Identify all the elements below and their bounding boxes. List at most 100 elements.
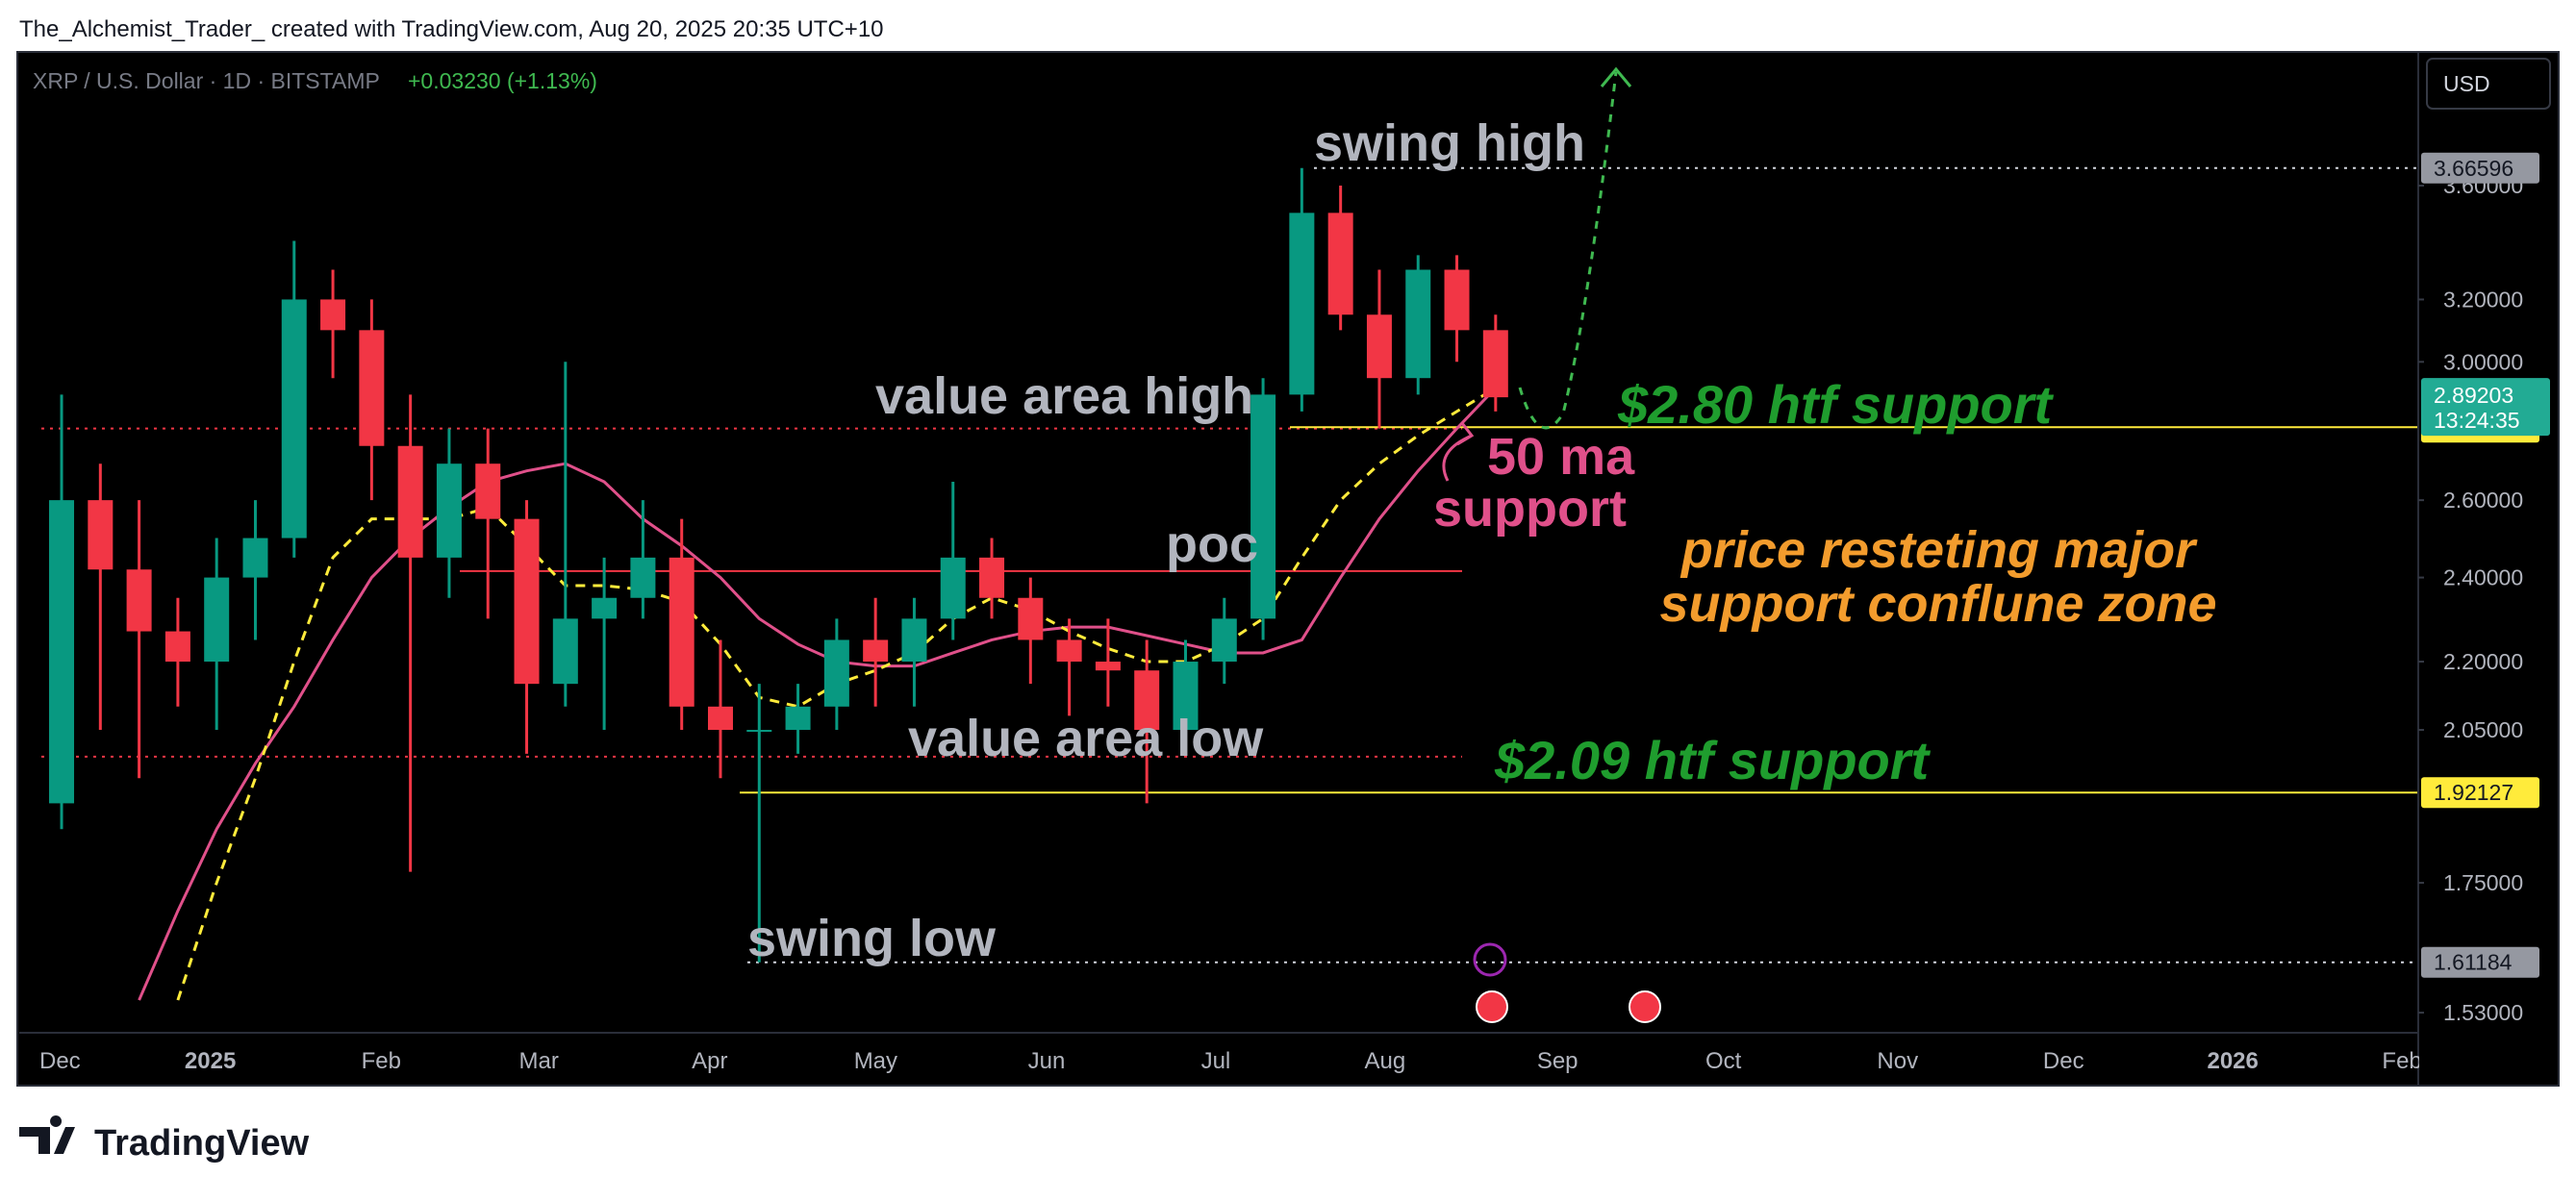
candle-body bbox=[1018, 597, 1044, 640]
event-flag[interactable] bbox=[1629, 990, 1661, 1023]
candle-body bbox=[901, 618, 927, 663]
last-price-tag bbox=[2421, 378, 2550, 437]
plot bbox=[41, 166, 2418, 1001]
level-label: $2.80 htf support bbox=[1617, 374, 2055, 435]
event-flag[interactable] bbox=[1476, 990, 1508, 1023]
candle-body bbox=[164, 631, 190, 663]
candle-body bbox=[785, 706, 811, 731]
price-change: +0.03230 (+1.13%) bbox=[408, 68, 597, 93]
candle-body bbox=[630, 557, 656, 598]
candle-body bbox=[1250, 394, 1276, 619]
price-tag-label: 1.92127 bbox=[2434, 780, 2513, 805]
x-tick-label: Jul bbox=[1201, 1048, 1231, 1074]
y-tick-label: 1.53000 bbox=[2443, 1000, 2523, 1025]
candle-body bbox=[475, 463, 501, 519]
arrow-head bbox=[1600, 66, 1632, 88]
candle-body bbox=[1327, 213, 1353, 315]
x-tick-label: 2025 bbox=[185, 1048, 236, 1074]
candle-body bbox=[1211, 618, 1237, 663]
candle-body bbox=[1134, 670, 1160, 731]
annotation: support conflune zone bbox=[1660, 575, 2217, 633]
x-tick-label: Feb bbox=[2382, 1048, 2421, 1074]
currency-button[interactable] bbox=[2426, 58, 2551, 110]
candle-body bbox=[552, 618, 578, 685]
candle-body bbox=[1095, 662, 1121, 671]
annotation: support bbox=[1433, 480, 1627, 538]
candle-body bbox=[1056, 639, 1082, 663]
y-tick-label: 2.40000 bbox=[2443, 565, 2523, 590]
currency[interactable]: USD bbox=[2443, 71, 2490, 96]
moving-average bbox=[138, 387, 1497, 1001]
level-label: value area low bbox=[908, 710, 1264, 767]
price-tag bbox=[2421, 152, 2539, 184]
x-tick-label: Jun bbox=[1028, 1048, 1066, 1074]
candle-body bbox=[126, 569, 152, 632]
level-label: poc bbox=[1166, 515, 1258, 573]
candle-body bbox=[320, 299, 346, 331]
event-icon[interactable] bbox=[1473, 942, 1507, 977]
projection-arrow bbox=[1518, 71, 1618, 430]
candle-body bbox=[1366, 314, 1392, 379]
x-tick-label: Sep bbox=[1537, 1048, 1578, 1074]
candle-body bbox=[88, 500, 114, 570]
candle-body bbox=[669, 557, 695, 707]
x-tick-label: Mar bbox=[519, 1048, 559, 1074]
price-axis-panel bbox=[2419, 53, 2558, 1085]
chart-frame bbox=[16, 51, 2560, 1087]
x-tick-label: Dec bbox=[2043, 1048, 2084, 1074]
price-axis: 3.600003.200003.000002.600002.400002.200… bbox=[2418, 152, 2550, 1025]
candle-body bbox=[1444, 269, 1470, 331]
annotation: price resteting major bbox=[1679, 521, 2198, 579]
y-tick-label: 3.00000 bbox=[2443, 349, 2523, 374]
header: The_Alchemist_Trader_ created with Tradi… bbox=[19, 16, 884, 42]
x-tick-label: May bbox=[854, 1048, 897, 1074]
price-tag-label: 1.61184 bbox=[2434, 950, 2513, 975]
candle-body bbox=[1482, 330, 1508, 398]
level-label: $2.09 htf support bbox=[1494, 730, 1932, 790]
symbol: XRP / U.S. Dollar · 1D · BITSTAMP bbox=[33, 68, 380, 93]
candle-body bbox=[242, 538, 268, 578]
candle-body bbox=[514, 518, 540, 685]
y-tick-label: 2.05000 bbox=[2443, 717, 2523, 742]
x-tick-label: Oct bbox=[1705, 1048, 1742, 1074]
annotation: 50 ma bbox=[1487, 428, 1635, 486]
y-tick-label: 2.60000 bbox=[2443, 488, 2523, 513]
y-tick-label: 3.20000 bbox=[2443, 287, 2523, 312]
candle-body bbox=[1173, 662, 1199, 731]
candle-body bbox=[204, 577, 230, 663]
candle-body bbox=[1289, 213, 1315, 395]
pointer-head bbox=[1456, 422, 1475, 446]
candle-body bbox=[746, 730, 772, 733]
candle-body bbox=[979, 557, 1005, 598]
candle-body bbox=[863, 639, 889, 663]
y-tick-label: 2.20000 bbox=[2443, 649, 2523, 674]
brand-logo bbox=[19, 1115, 75, 1154]
level-label: value area high bbox=[875, 367, 1253, 425]
countdown: 13:24:35 bbox=[2434, 408, 2520, 433]
candle-body bbox=[707, 706, 733, 731]
y-tick-label: 1.75000 bbox=[2443, 870, 2523, 895]
price-tag bbox=[2421, 777, 2539, 809]
candle-body bbox=[592, 597, 618, 619]
level-label: swing high bbox=[1314, 114, 1585, 172]
price-tag-label: 3.66596 bbox=[2434, 156, 2513, 181]
x-tick-label: Dec bbox=[39, 1048, 81, 1074]
axis-corner bbox=[2419, 1034, 2558, 1085]
candle-body bbox=[823, 639, 849, 707]
brand: TradingView bbox=[94, 1123, 310, 1164]
candle-body bbox=[281, 299, 307, 538]
x-tick-label: 2026 bbox=[2207, 1048, 2258, 1074]
x-tick-label: Apr bbox=[692, 1048, 727, 1074]
x-tick-label: Aug bbox=[1364, 1048, 1405, 1074]
price-tag bbox=[2421, 946, 2539, 978]
level-label: swing low bbox=[747, 910, 997, 967]
candle-body bbox=[359, 330, 385, 446]
last-price: 2.89203 bbox=[2434, 383, 2513, 408]
candle-body bbox=[436, 463, 462, 558]
candle-body bbox=[1405, 269, 1431, 379]
candle-body bbox=[940, 557, 966, 619]
x-tick-label: Nov bbox=[1877, 1048, 1918, 1074]
candle-body bbox=[49, 500, 75, 804]
